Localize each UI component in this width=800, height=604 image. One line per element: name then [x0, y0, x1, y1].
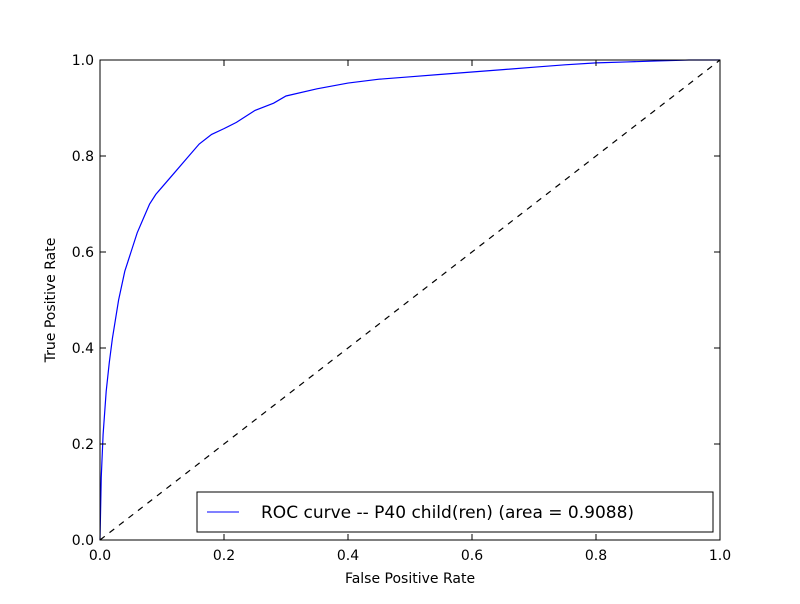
x-axis-ticks: 0.0 0.2 0.4 0.6 0.8 1.0 [89, 60, 731, 564]
legend: ROC curve -- P40 child(ren) (area = 0.90… [196, 491, 714, 533]
y-axis-ticks: 0.0 0.2 0.4 0.6 0.8 1.0 [72, 53, 720, 549]
y-tick-label: 0.0 [72, 533, 94, 549]
y-tick-label: 0.2 [72, 437, 94, 453]
y-tick-label: 1.0 [72, 53, 94, 69]
y-axis-label: True Positive Rate [43, 238, 59, 364]
y-tick-label: 0.6 [72, 245, 94, 261]
y-tick-label: 0.4 [72, 341, 94, 357]
x-tick-label: 0.8 [585, 548, 607, 564]
legend-box [196, 491, 714, 533]
x-tick-label: 1.0 [709, 548, 731, 564]
roc-curve-line [99, 59, 720, 541]
x-tick-label: 0.2 [213, 548, 235, 564]
plot-frame [99, 59, 721, 541]
legend-label: ROC curve -- P40 child(ren) (area = 0.90… [261, 503, 634, 523]
x-tick-label: 0.0 [89, 548, 111, 564]
y-tick-label: 0.8 [72, 149, 94, 165]
plot-layer [99, 59, 721, 541]
chance-diagonal-line [99, 59, 721, 541]
x-tick-label: 0.4 [337, 548, 359, 564]
x-axis-label: False Positive Rate [345, 571, 475, 587]
x-tick-label: 0.6 [461, 548, 483, 564]
